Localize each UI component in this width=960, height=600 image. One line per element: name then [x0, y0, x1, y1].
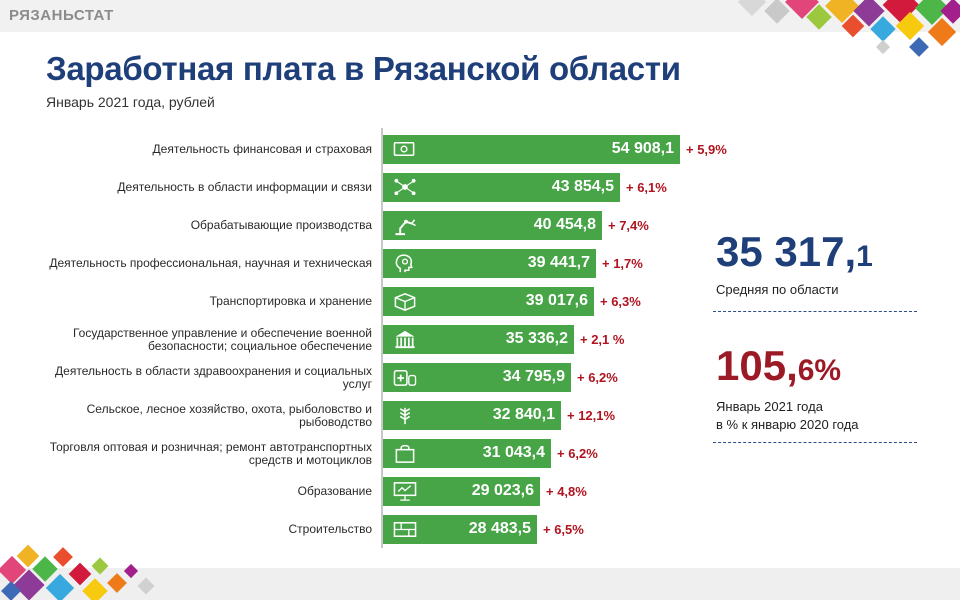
category-label: Деятельность профессиональная, научная и… — [49, 256, 372, 270]
average-salary-label: Средняя по области — [716, 282, 839, 297]
robot-arm-icon — [391, 214, 419, 237]
change-label: + 6,2% — [577, 370, 618, 385]
category-label: Торговля оптовая и розничная; ремонт авт… — [49, 439, 372, 467]
wheat-icon — [391, 404, 419, 427]
year-over-year-percent: 105,6% — [716, 342, 841, 390]
box-icon — [391, 290, 419, 313]
average-salary: 35 317,1 — [716, 228, 873, 276]
bar: 31 043,4 — [383, 439, 551, 468]
percent-label-line-1: Январь 2021 года — [716, 399, 823, 414]
bar-value-label: 39 441,7 — [527, 254, 590, 271]
change-label: + 6,5% — [543, 522, 584, 537]
bar-value-label: 34 795,9 — [502, 368, 565, 385]
money-icon — [391, 138, 419, 161]
average-salary-decimal: 1 — [856, 240, 873, 273]
bar: 54 908,1 — [383, 135, 680, 164]
divider-2 — [713, 442, 917, 443]
change-label: + 6,2% — [557, 446, 598, 461]
average-salary-main: 35 317, — [716, 228, 857, 275]
bar: 35 336,2 — [383, 325, 574, 354]
bar-value-label: 28 483,5 — [468, 520, 531, 537]
bar-value-label: 39 017,6 — [525, 292, 588, 309]
category-label: Строительство — [288, 522, 372, 536]
category-label: Транспортировка и хранение — [209, 294, 372, 308]
bar: 29 023,6 — [383, 477, 540, 506]
page-subtitle: Январь 2021 года, рублей — [46, 94, 215, 110]
brand-logo: РЯЗАНЬСТАТ — [9, 7, 114, 24]
bar: 39 441,7 — [383, 249, 596, 278]
category-label: Деятельность в области информации и связ… — [117, 180, 372, 194]
bar: 39 017,6 — [383, 287, 594, 316]
presentation-icon — [391, 480, 419, 503]
top-right-mosaic — [737, 0, 960, 57]
change-label: + 12,1% — [567, 408, 616, 423]
change-label: + 2,1 % — [580, 332, 625, 347]
category-label: Образование — [297, 484, 372, 498]
chart-axis — [381, 128, 383, 548]
government-icon — [391, 328, 419, 351]
bar-value-label: 35 336,2 — [505, 330, 568, 347]
percent-decimal: 6% — [797, 354, 842, 387]
bar-value-label: 40 454,8 — [533, 216, 596, 233]
change-label: + 6,1% — [626, 180, 667, 195]
bottom-bar — [0, 568, 960, 600]
category-label: Деятельность финансовая и страховая — [152, 142, 372, 156]
change-label: + 7,4% — [608, 218, 649, 233]
percent-label-line-2: в % к январю 2020 года — [716, 417, 859, 432]
head-gear-icon — [391, 252, 419, 275]
category-label: Обрабатывающие производства — [190, 218, 372, 232]
bar-value-label: 54 908,1 — [611, 140, 674, 157]
bar-value-label: 43 854,5 — [551, 178, 614, 195]
bar-value-label: 32 840,1 — [492, 406, 555, 423]
bar-value-label: 31 043,4 — [482, 444, 545, 461]
bar-value-label: 29 023,6 — [471, 482, 534, 499]
percent-label: Январь 2021 года в % к январю 2020 года — [716, 398, 859, 434]
change-label: + 5,9% — [686, 142, 727, 157]
network-icon — [391, 176, 419, 199]
bar: 32 840,1 — [383, 401, 561, 430]
bar: 40 454,8 — [383, 211, 602, 240]
brick-icon — [391, 518, 419, 541]
bar: 28 483,5 — [383, 515, 537, 544]
medicine-icon — [391, 366, 419, 389]
change-label: + 1,7% — [602, 256, 643, 271]
category-label: Сельское, лесное хозяйство, охота, рыбол… — [86, 401, 372, 429]
shopping-bag-icon — [391, 442, 419, 465]
bar: 43 854,5 — [383, 173, 620, 202]
divider-1 — [713, 311, 917, 312]
change-label: + 6,3% — [600, 294, 641, 309]
category-label: Государственное управление и обеспечение… — [72, 325, 372, 353]
percent-main: 105, — [716, 342, 798, 389]
change-label: + 4,8% — [546, 484, 587, 499]
bar: 34 795,9 — [383, 363, 571, 392]
page-title: Заработная плата в Рязанской области — [46, 50, 681, 87]
category-label: Деятельность в области здравоохранения и… — [55, 363, 372, 391]
